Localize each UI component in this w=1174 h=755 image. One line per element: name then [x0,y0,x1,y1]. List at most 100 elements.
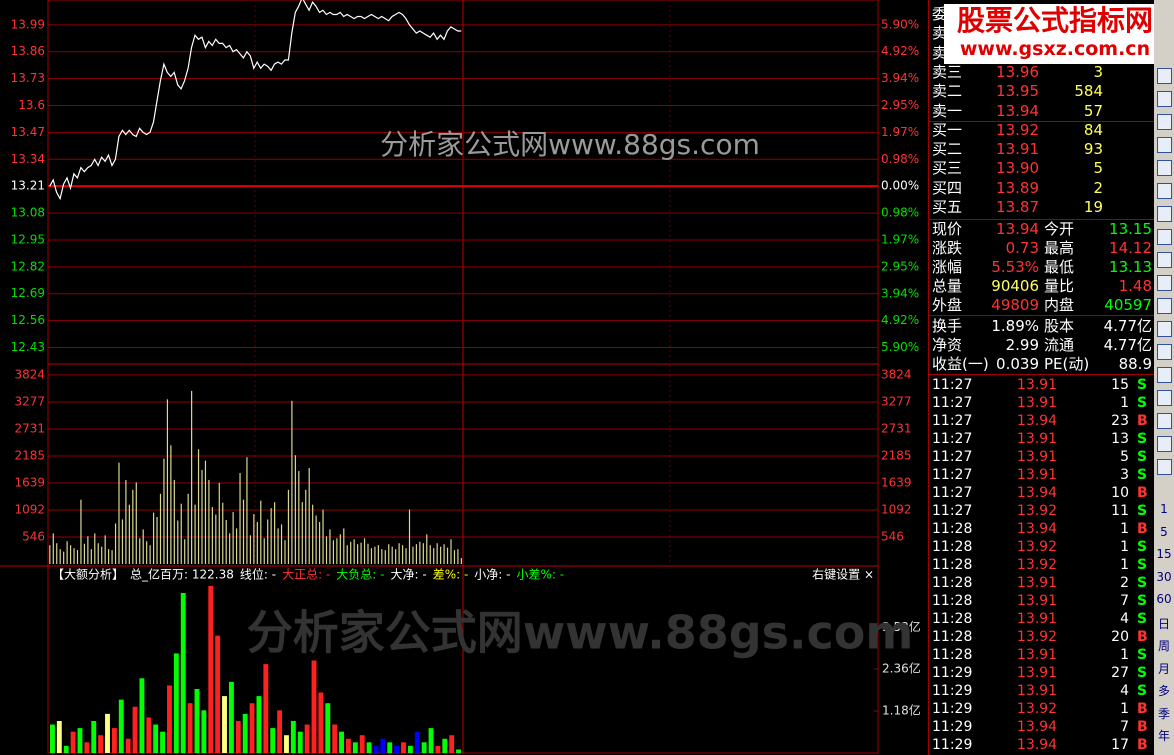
tick-price: 13.91 [1016,665,1057,681]
bigdeal-bar [249,703,255,753]
quote-cell: 0.73 [1005,239,1039,257]
order-price: 13.91 [996,140,1039,159]
volume-bar [374,546,376,564]
tick-price: 13.94 [1016,485,1057,501]
y-tick-label: 1639 [14,475,45,489]
y-tick-label: 13.86 [11,44,45,58]
y2-tick-label: 0.00% [881,179,919,193]
volume-bar [287,489,290,564]
bigdeal-bar [414,731,420,753]
order-volume: 5 [1093,159,1103,178]
order-price: 13.92 [996,120,1039,139]
bigdeal-bar [208,585,214,753]
volume-bar [242,499,245,564]
y2-tick-label: 4.92% [881,44,919,58]
tool-icon[interactable] [1157,413,1172,429]
volume-bar [49,545,51,564]
tool-icon[interactable] [1157,160,1172,176]
tool-icon[interactable] [1157,206,1172,222]
volume-bar [436,543,438,564]
volume-bar [422,543,424,564]
tool-icon[interactable] [1157,367,1172,383]
volume-bar [381,549,383,564]
period-button[interactable]: 1 [1160,502,1168,516]
tick-side: S [1137,467,1148,483]
quote-cell: 4.77亿 [1103,336,1152,354]
volume-bar [173,479,175,564]
quote-cell: 40597 [1104,296,1152,314]
period-button[interactable]: 季 [1157,706,1170,721]
tool-icon[interactable] [1157,298,1172,314]
tick-price: 13.92 [1016,539,1057,555]
tool-icon[interactable] [1157,344,1172,360]
bigdeal-bar [235,720,241,753]
bigdeal-bar [228,681,234,753]
volume-bar [76,550,79,564]
quote-cell: 88.9 [1118,355,1152,373]
tool-icon[interactable] [1157,252,1172,268]
tool-icon[interactable] [1157,183,1172,199]
quote-cell: 90406 [991,277,1039,295]
tool-icon[interactable] [1157,390,1172,406]
separator [929,219,1155,220]
tick-side: B [1137,485,1148,501]
y-tick-label: 12.69 [11,286,45,300]
bigdeal-bar [256,696,262,753]
tick-side: S [1137,539,1148,555]
y2-tick-label: 1.97% [881,125,919,139]
tool-icon[interactable] [1157,68,1172,84]
tick-side: S [1137,647,1148,663]
y-tick-label: 3824 [881,367,912,381]
tick-time: 11:29 [932,737,973,753]
tick-time: 11:28 [932,521,973,537]
tool-icon[interactable] [1157,459,1172,475]
period-button[interactable]: 月 [1157,661,1170,676]
tool-icon[interactable] [1157,91,1172,107]
bigdeal-bar [105,713,110,753]
volume-bar [52,533,54,564]
order-volume: 57 [1083,101,1103,120]
tick-price: 13.94 [1016,737,1057,753]
tool-icon[interactable] [1157,114,1172,130]
panel-header: 大正总: - [282,568,330,582]
order-price: 13.94 [996,101,1039,120]
y2-tick-label: 4.92% [881,313,919,327]
tick-volume: 3 [1120,467,1129,483]
volume-bar [353,539,355,564]
tool-icon[interactable] [1157,137,1172,153]
period-button[interactable]: 周 [1157,639,1170,653]
period-button[interactable]: 多 [1157,684,1170,698]
period-button[interactable]: 5 [1160,524,1168,539]
y-tick-label: 13.47 [11,125,45,139]
period-button[interactable]: 60 [1156,592,1172,606]
settings-button[interactable]: 右键设置 × [812,567,874,582]
period-button[interactable]: 30 [1156,569,1172,584]
period-button[interactable]: 15 [1156,547,1172,561]
volume-bar [101,546,103,564]
tick-side: S [1137,377,1148,393]
bigdeal-bar [297,731,303,753]
volume-bar [350,541,352,564]
tool-icon[interactable] [1157,229,1172,245]
y-tick-label: 13.34 [11,152,45,166]
order-price: 13.89 [996,178,1039,197]
tick-time: 11:28 [932,539,973,555]
logo-title: 股票公式指标网 [956,4,1153,37]
y-tick-label: 2731 [14,421,45,435]
tool-icon[interactable] [1157,321,1172,337]
y-tick-label: 546 [881,530,904,544]
watermark: 分析家公式网www.88gs.com [380,128,760,161]
tool-icon[interactable] [1157,436,1172,452]
volume-bar [291,400,293,564]
quote-cell: 涨跌 [932,239,963,257]
tick-side: B [1137,413,1148,429]
period-button[interactable]: 年 [1157,729,1170,743]
tool-icon[interactable] [1157,275,1172,291]
tick-price: 13.91 [1016,683,1057,699]
tick-volume: 27 [1111,665,1129,681]
tick-time: 11:28 [932,575,973,591]
quote-cell: 14.12 [1109,239,1152,257]
period-button[interactable]: 日 [1157,616,1170,631]
tick-time: 11:29 [932,701,973,717]
volume-bar [249,535,252,564]
